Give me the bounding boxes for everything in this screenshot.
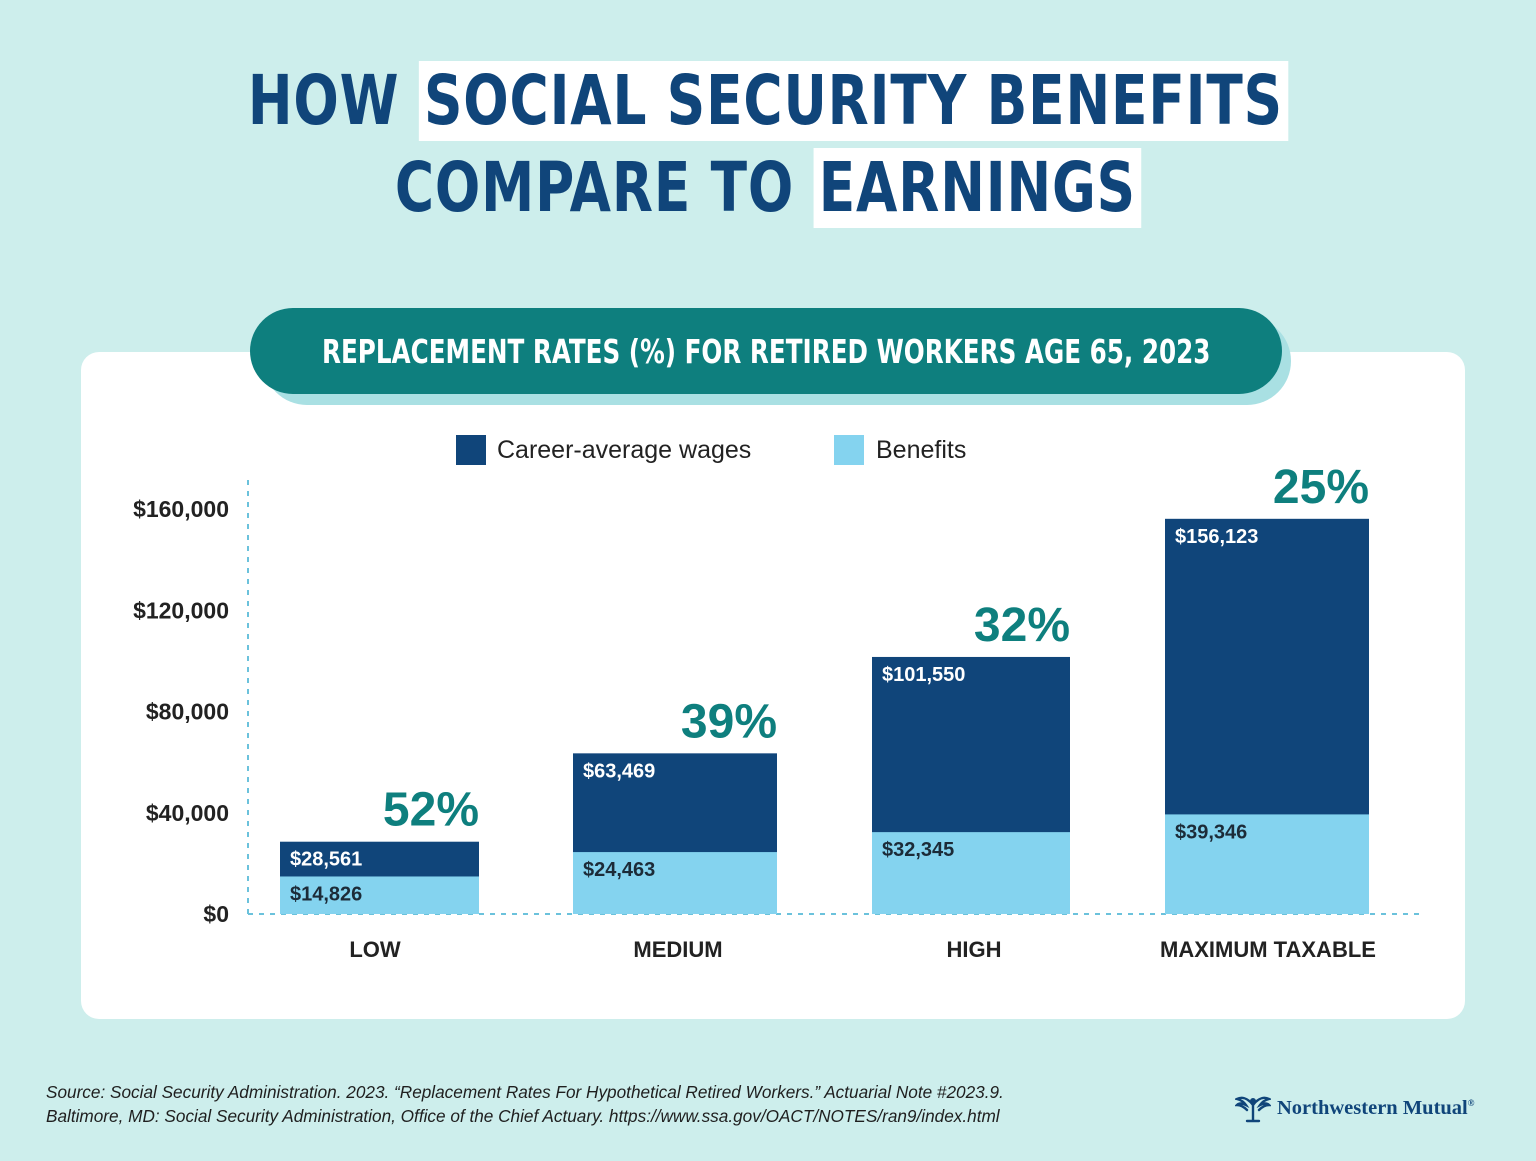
title-line-2: COMPARE TO EARNINGS: [108, 145, 1429, 232]
bar-benefits: [280, 876, 479, 914]
legend-label-benefits: Benefits: [876, 436, 967, 464]
chart-title-banner: REPLACEMENT RATES (%) FOR RETIRED WORKER…: [250, 308, 1282, 394]
legend-swatch-wages: [456, 435, 486, 465]
replacement-rate-label: 25%: [1273, 461, 1369, 514]
data-label-wages: $156,123: [1175, 526, 1258, 548]
title-highlight: EARNINGS: [813, 148, 1142, 228]
replacement-rate-label: 32%: [974, 599, 1070, 652]
title-highlight: SOCIAL SECURITY BENEFITS: [418, 61, 1289, 141]
data-label-benefits: $24,463: [583, 859, 655, 881]
data-label-benefits: $32,345: [882, 839, 954, 861]
data-label-wages: $101,550: [882, 664, 965, 686]
bar-benefits: [1165, 814, 1369, 914]
data-label-benefits: $39,346: [1175, 821, 1247, 843]
page-title: HOW SOCIAL SECURITY BENEFITS COMPARE TO …: [108, 58, 1429, 232]
bar-benefits: [872, 832, 1070, 914]
y-tick-label: $0: [203, 901, 229, 927]
x-category-label: HIGH: [947, 937, 1002, 962]
x-category-label: MEDIUM: [633, 937, 722, 962]
replacement-rate-label: 39%: [681, 695, 777, 748]
x-category-label: MAXIMUM TAXABLE: [1160, 937, 1376, 962]
legend-label-wages: Career-average wages: [497, 436, 752, 464]
eagle-logo-icon: [1235, 1096, 1271, 1123]
y-tick-label: $160,000: [133, 496, 229, 522]
brand-logo: Northwestern Mutual®: [1235, 1091, 1474, 1125]
x-category-label: LOW: [349, 937, 401, 962]
source-note: Source: Social Security Administration. …: [46, 1080, 1004, 1128]
source-line-1: Source: Social Security Administration. …: [46, 1082, 1004, 1102]
bar-benefits: [573, 852, 777, 914]
legend-swatch-benefits: [834, 435, 864, 465]
chart-title: REPLACEMENT RATES (%) FOR RETIRED WORKER…: [321, 331, 1211, 371]
y-tick-label: $80,000: [146, 699, 229, 725]
data-label-wages: $28,561: [290, 849, 362, 871]
y-tick-label: $40,000: [146, 800, 229, 826]
replacement-rate-label: 52%: [383, 784, 479, 837]
data-label-wages: $63,469: [583, 760, 655, 782]
logo-text: Northwestern Mutual®: [1277, 1096, 1475, 1119]
title-line-1: HOW SOCIAL SECURITY BENEFITS: [108, 58, 1429, 145]
title-text: COMPARE TO: [394, 148, 814, 228]
title-text: HOW: [247, 61, 419, 141]
data-label-benefits: $14,826: [290, 883, 362, 905]
source-line-2: Baltimore, MD: Social Security Administr…: [46, 1106, 1000, 1126]
y-tick-label: $120,000: [133, 597, 229, 623]
